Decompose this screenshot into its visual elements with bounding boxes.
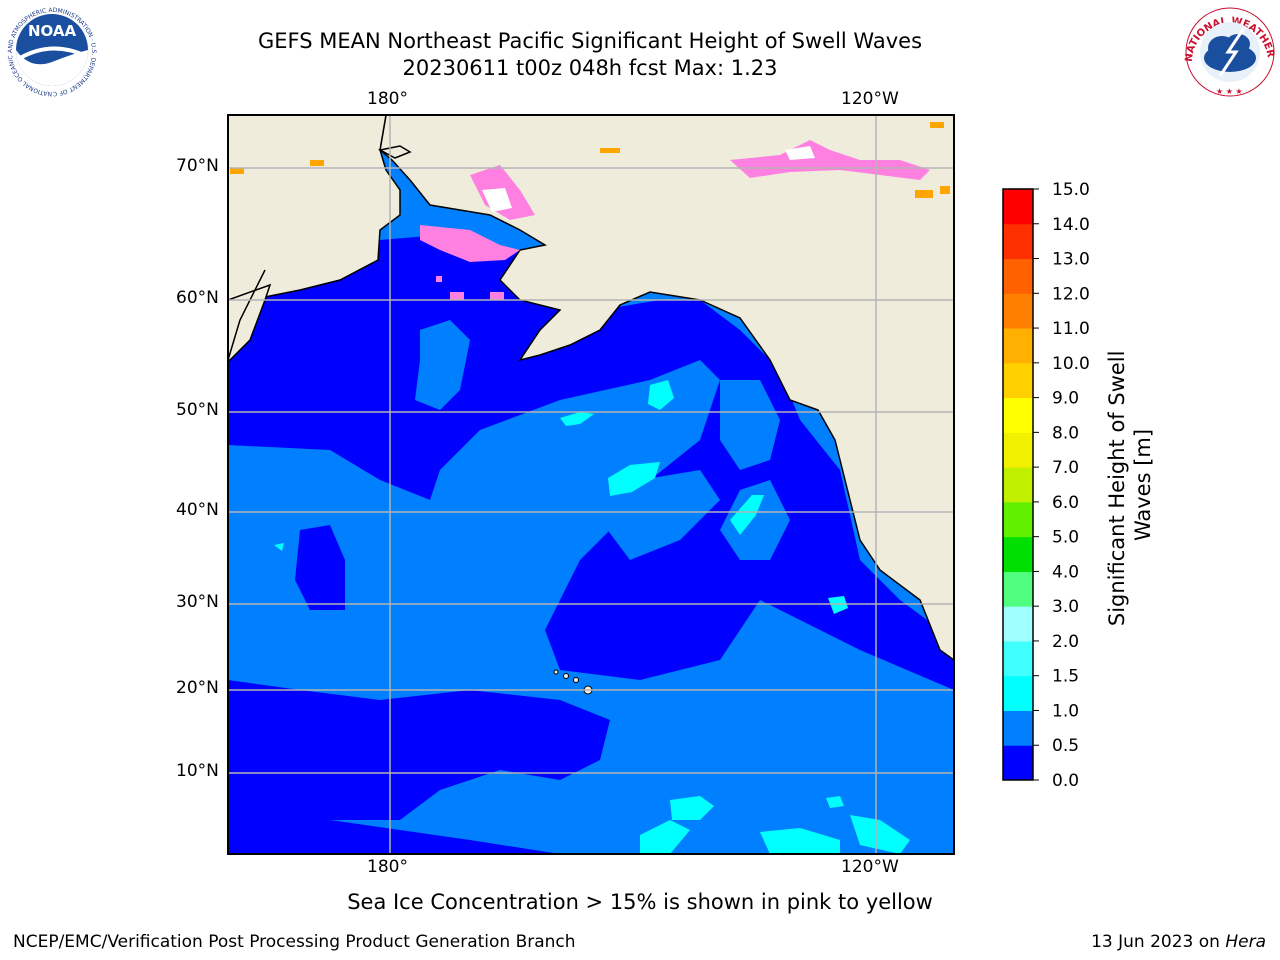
lat-label-60n: 60°N xyxy=(176,288,219,308)
colorbar-swatch xyxy=(1003,536,1033,572)
colorbar-swatch xyxy=(1003,328,1033,364)
colorbar-swatch xyxy=(1003,501,1033,538)
colorbar-swatch xyxy=(1003,745,1033,781)
colorbar-tick-label: 8.0 xyxy=(1052,423,1079,443)
lon-label-bottom-180: 180° xyxy=(367,857,408,877)
colorbar-frame xyxy=(1002,188,1034,781)
lon-label-bottom-120w: 120°W xyxy=(841,857,899,877)
lat-label-30n: 30°N xyxy=(176,592,219,612)
colorbar-tick-label: 13.0 xyxy=(1052,250,1090,270)
colorbar-swatch xyxy=(1003,571,1033,607)
colorbar-swatch xyxy=(1003,432,1033,468)
colorbar-swatch xyxy=(1003,397,1033,433)
colorbar-swatch xyxy=(1003,606,1033,642)
footer-right: 13 Jun 2023 on Hera xyxy=(1091,932,1266,952)
map-gridlines xyxy=(228,115,954,854)
colorbar-swatch xyxy=(1003,710,1033,746)
map-frame xyxy=(227,114,955,855)
colorbar-swatch xyxy=(1003,189,1033,225)
map-subtitle: 20230611 t00z 048h fcst Max: 1.23 xyxy=(402,56,778,80)
colorbar-tick-label: 15.0 xyxy=(1052,180,1090,200)
colorbar-swatch xyxy=(1003,223,1033,260)
colorbar-tick-label: 5.0 xyxy=(1052,528,1079,548)
colorbar-swatch xyxy=(1003,675,1033,711)
colorbar-tick-label: 2.0 xyxy=(1052,632,1079,652)
noaa-logo-text: NOAA xyxy=(28,22,77,40)
land-masses xyxy=(228,115,954,661)
footer-left: NCEP/EMC/Verification Post Processing Pr… xyxy=(13,932,576,952)
nws-logo: NATIONAL WEATHER SERVICE ★ ★ ★ xyxy=(1178,0,1276,97)
swell-band-0.5-1.0-inner xyxy=(415,320,790,560)
lon-label-top-120w: 120°W xyxy=(841,89,899,109)
colorbar-tick-label: 12.0 xyxy=(1052,284,1090,304)
map-title: GEFS MEAN Northeast Pacific Significant … xyxy=(257,29,923,53)
colorbar-tick-label: 1.0 xyxy=(1052,701,1079,721)
sea-ice-note: Sea Ice Concentration > 15% is shown in … xyxy=(0,890,1280,914)
lat-label-50n: 50°N xyxy=(176,400,219,420)
colorbar-swatch xyxy=(1003,467,1033,503)
colorbar-tick-label: 3.0 xyxy=(1052,597,1079,617)
colorbar-tick-label: 11.0 xyxy=(1052,319,1090,339)
colorbar: 0.0 0.5 1.0 1.5 2.0 3.0 4.0 5.0 6.0 7.0 8.0 9.0 10.0… xyxy=(1003,180,1090,791)
colorbar-tick-label: 10.0 xyxy=(1052,354,1090,374)
noaa-logo: NATIONAL OCEANIC AND ATMOSPHERIC ADMINIS… xyxy=(0,0,102,100)
footer-machine: Hera xyxy=(1225,932,1266,952)
lat-label-40n: 40°N xyxy=(176,500,219,520)
footer-date: 13 Jun 2023 on xyxy=(1091,932,1226,952)
colorbar-tick-label: 0.0 xyxy=(1052,771,1079,791)
swell-band-1.0-1.5 xyxy=(274,380,910,854)
sea-ice-areas xyxy=(230,122,950,300)
colorbar-label: Significant Height of Swell Waves [m] xyxy=(1105,344,1155,626)
colorbar-tick-label: 4.0 xyxy=(1052,562,1079,582)
colorbar-tick-label: 0.5 xyxy=(1052,736,1079,756)
colorbar-tick-label: 7.0 xyxy=(1052,458,1079,478)
colorbar-swatch xyxy=(1003,362,1033,399)
map-area xyxy=(228,115,954,854)
colorbar-tick-label: 1.5 xyxy=(1052,667,1079,687)
lat-label-10n: 10°N xyxy=(176,761,219,781)
colorbar-tick-label: 9.0 xyxy=(1052,389,1079,409)
colorbar-tick-label: 14.0 xyxy=(1052,215,1090,235)
lat-label-70n: 70°N xyxy=(176,156,219,176)
colorbar-swatch xyxy=(1003,293,1033,329)
colorbar-swatch xyxy=(1003,258,1033,294)
lat-label-20n: 20°N xyxy=(176,678,219,698)
lon-label-top-180: 180° xyxy=(367,89,408,109)
colorbar-tick-label: 6.0 xyxy=(1052,493,1079,513)
svg-text:★ ★ ★: ★ ★ ★ xyxy=(1216,87,1243,96)
colorbar-swatch xyxy=(1003,640,1033,677)
sea-ice-note-text: Sea Ice Concentration > 15% is shown in … xyxy=(347,890,933,914)
